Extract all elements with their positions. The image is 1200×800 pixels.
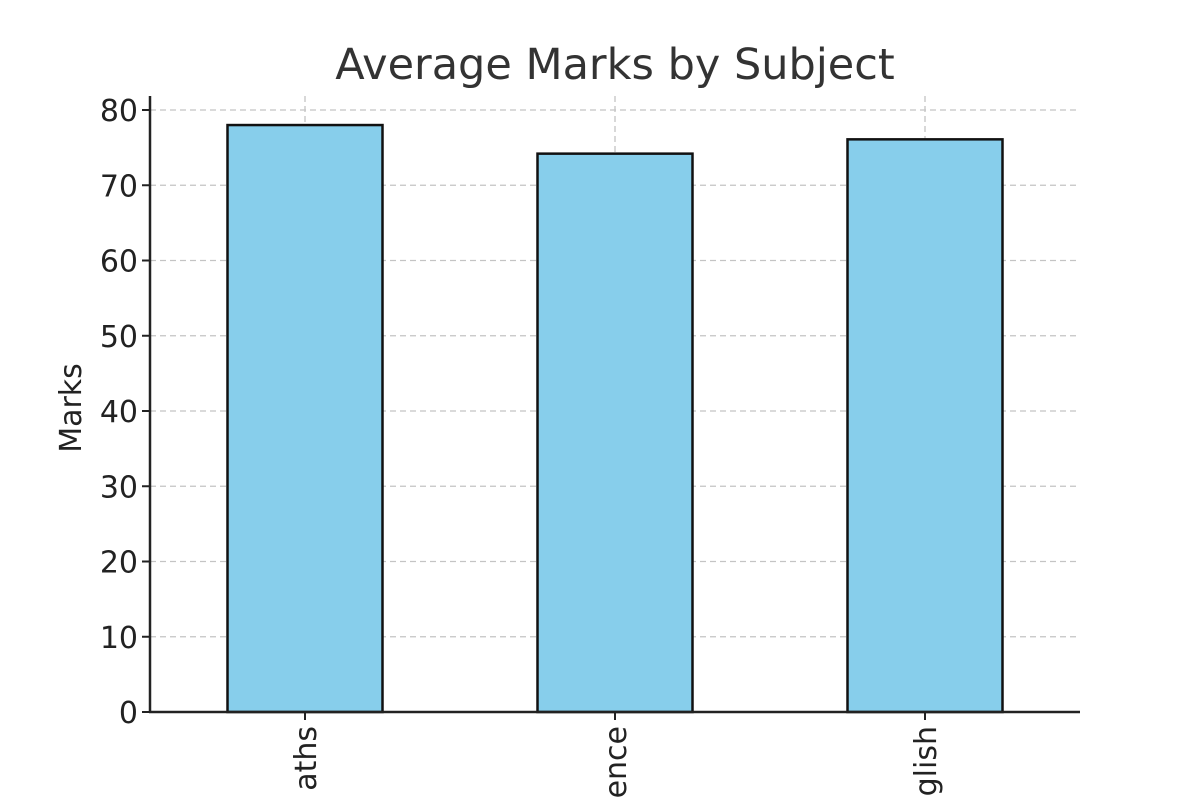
y-tick-label: 60 — [100, 245, 138, 280]
y-tick-label: 0 — [119, 696, 138, 731]
y-axis-label: Marks — [54, 363, 89, 453]
y-tick-label: 80 — [100, 94, 138, 129]
chart-title: Average Marks by Subject — [335, 40, 895, 90]
y-tick-label: 30 — [100, 470, 138, 505]
y-tick-label: 10 — [100, 621, 138, 656]
x-ticks: aths ence glish — [289, 712, 944, 798]
y-tick-label: 50 — [100, 320, 138, 355]
x-tick-label: aths — [289, 726, 324, 791]
bar-english — [846, 138, 1004, 714]
bar-science — [536, 152, 694, 714]
y-tick-label: 70 — [100, 169, 138, 204]
y-ticks: 0 10 20 30 40 50 60 70 80 — [100, 94, 150, 731]
bars — [226, 123, 1004, 714]
x-tick-label: ence — [599, 726, 634, 798]
y-tick-label: 40 — [100, 395, 138, 430]
bar-maths — [226, 123, 384, 714]
x-tick-label: glish — [909, 726, 944, 796]
y-tick-label: 20 — [100, 546, 138, 581]
